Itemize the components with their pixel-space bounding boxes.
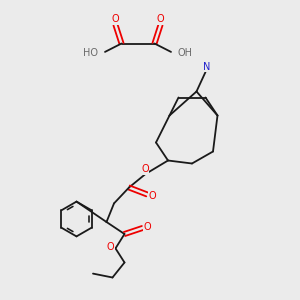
- Text: HO: HO: [83, 48, 98, 59]
- Text: O: O: [106, 242, 114, 252]
- Text: O: O: [157, 14, 164, 25]
- Text: N: N: [203, 61, 211, 72]
- Text: OH: OH: [178, 48, 193, 59]
- Text: O: O: [112, 14, 119, 25]
- Text: O: O: [148, 191, 156, 201]
- Text: O: O: [141, 164, 149, 175]
- Text: O: O: [144, 221, 152, 232]
